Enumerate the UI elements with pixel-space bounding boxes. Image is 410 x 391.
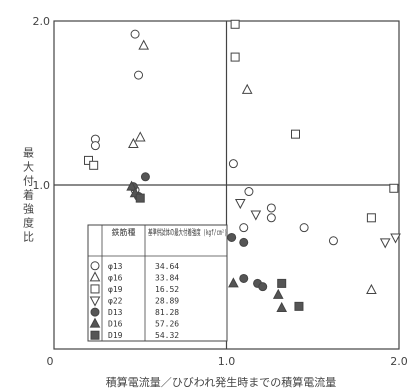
data-point (130, 29, 140, 39)
data-point (128, 137, 139, 148)
data-point (230, 52, 240, 62)
x-tick-label: 1.0 (218, 355, 236, 368)
x-tick-label: 0 (47, 355, 54, 368)
data-point (239, 223, 249, 233)
y-tick-label: 2.0 (33, 15, 51, 28)
data-point (84, 155, 93, 165)
data-point (366, 283, 377, 294)
x-tick-label: 2.0 (390, 355, 408, 368)
legend-type-label: φ22 (108, 297, 123, 306)
data-point (258, 282, 268, 292)
data-points (84, 19, 401, 312)
data-point (134, 131, 146, 142)
legend-strength-label: 28.89 (155, 297, 179, 306)
data-point (276, 301, 288, 312)
legend-strength-label: 54.32 (155, 331, 179, 340)
data-point (244, 187, 254, 197)
data-point (299, 223, 309, 233)
legend-symbol (89, 296, 101, 307)
data-point (379, 238, 391, 249)
legend-type-label: φ16 (108, 273, 123, 282)
data-point (140, 172, 150, 182)
data-point (230, 19, 240, 29)
data-point (126, 180, 137, 191)
legend-box (87, 224, 228, 342)
data-point (228, 277, 239, 288)
legend-strength-label: 16.52 (155, 285, 179, 294)
data-point (328, 236, 338, 246)
data-point (266, 213, 276, 223)
y-tick-label: 1.0 (33, 179, 51, 192)
data-point (138, 39, 150, 50)
legend-header-type: 鉄筋種 (112, 227, 136, 237)
data-point (135, 193, 145, 203)
y-axis-title: 最大付着強度比 (22, 147, 35, 245)
data-point (134, 70, 144, 80)
data-point (239, 273, 249, 283)
legend-strength-label: 33.84 (155, 273, 179, 282)
data-point (250, 210, 262, 221)
x-axis-title: 積算電流量／ひびわれ発生時までの積算電流量 (106, 375, 336, 389)
data-point (90, 141, 100, 151)
legend-symbol (89, 271, 101, 282)
legend-symbol (90, 261, 100, 271)
legend-strength-label: 34.64 (155, 262, 179, 271)
data-point (277, 278, 287, 288)
legend-symbol (90, 307, 100, 317)
legend-type-label: D13 (108, 308, 123, 317)
legend-type-label: φ19 (108, 285, 123, 294)
legend-type-label: φ13 (108, 262, 123, 271)
data-point (272, 288, 284, 299)
data-point (389, 183, 399, 193)
legend-type-label: D16 (108, 320, 123, 329)
legend-symbol (89, 317, 101, 328)
data-point (294, 301, 304, 311)
data-point (390, 233, 401, 244)
data-point (266, 203, 276, 213)
data-point (89, 160, 99, 170)
data-point (227, 232, 237, 242)
legend-type-label: D19 (108, 331, 123, 340)
data-point (239, 237, 249, 247)
legend-symbol (90, 284, 100, 294)
legend-header-strength: 基準供試体の最大付着強度 (kgf/cm²) (148, 227, 227, 237)
legend-strength-label: 81.28 (155, 308, 179, 317)
data-point (241, 83, 253, 94)
data-point (291, 129, 300, 139)
legend-strength-label: 57.26 (155, 320, 179, 329)
data-point (366, 213, 376, 223)
axis-ticks: 0 1.0 2.0 1.0 2.0 (33, 15, 408, 368)
data-point (228, 159, 238, 169)
legend-symbol (90, 330, 100, 340)
y-axis-title-group: 最大付着強度比 (22, 147, 35, 245)
legend: 鉄筋種 基準供試体の最大付着強度 (kgf/cm²) φ13 34.64 φ16 33.8… (87, 224, 228, 342)
data-point (234, 199, 246, 210)
